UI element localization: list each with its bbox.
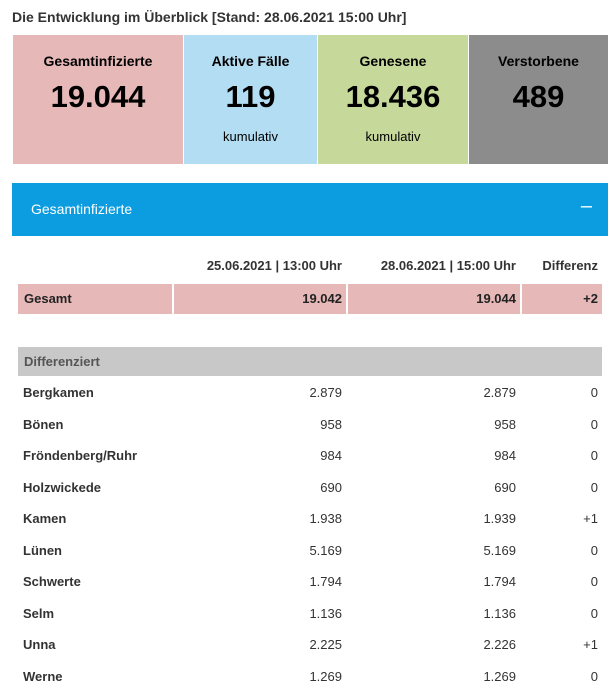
value-date-2: 1.794 xyxy=(483,574,516,589)
city-name: Unna xyxy=(23,637,56,652)
value-date-2: 2.879 xyxy=(483,385,516,400)
city-name: Schwerte xyxy=(23,574,81,589)
table-row: Lünen 5.169 5.169 0 xyxy=(18,540,602,562)
value-date-2: 5.169 xyxy=(483,543,516,558)
difference-value: 0 xyxy=(590,448,598,463)
tile-label: Aktive Fälle xyxy=(211,53,290,69)
value-date-1: 5.169 xyxy=(309,543,342,558)
value-date-1: 1.269 xyxy=(309,669,342,684)
difference-value: +1 xyxy=(583,511,598,526)
city-name: Lünen xyxy=(23,543,62,558)
accordion-label: Gesamtinfizierte xyxy=(31,201,133,217)
stats-tiles: Gesamtinfizierte 19.044 Aktive Fälle 119… xyxy=(13,35,608,164)
value-date-1: 2.879 xyxy=(309,385,342,400)
total-value-2: 19.044 xyxy=(348,284,520,314)
tile-active-cases: Aktive Fälle 119 kumulativ xyxy=(184,35,317,164)
table-row: Holzwickede 690 690 0 xyxy=(18,477,602,499)
value-date-1: 1.794 xyxy=(309,574,342,589)
value-date-2: 1.269 xyxy=(483,669,516,684)
tile-value: 19.044 xyxy=(50,79,146,114)
city-name: Selm xyxy=(23,606,55,621)
city-name: Kamen xyxy=(23,511,67,526)
tile-label: Genesene xyxy=(359,53,427,69)
difference-value: 0 xyxy=(590,417,598,432)
table-row: Bönen 958 958 0 xyxy=(18,414,602,436)
value-date-2: 958 xyxy=(494,417,516,432)
value-date-2: 2.226 xyxy=(483,637,516,652)
city-name: Fröndenberg/Ruhr xyxy=(23,448,138,463)
tile-label: Gesamtinfizierte xyxy=(43,53,153,69)
value-date-1: 690 xyxy=(320,480,342,495)
difference-value: 0 xyxy=(590,606,598,621)
difference-value: 0 xyxy=(590,669,598,684)
value-date-1: 2.225 xyxy=(309,637,342,652)
difference-value: 0 xyxy=(590,543,598,558)
tile-label: Verstorbene xyxy=(498,53,579,69)
difference-value: 0 xyxy=(590,480,598,495)
difference-value: 0 xyxy=(590,385,598,400)
city-name: Werne xyxy=(23,669,63,684)
table-row: Selm 1.136 1.136 0 xyxy=(18,603,602,625)
total-value-1: 19.042 xyxy=(174,284,346,314)
table-row: Fröndenberg/Ruhr 984 984 0 xyxy=(18,445,602,467)
column-header-difference: Differenz xyxy=(542,258,598,273)
value-date-2: 1.136 xyxy=(483,606,516,621)
total-difference: +2 xyxy=(522,284,602,314)
column-header-date-2: 28.06.2021 | 15:00 Uhr xyxy=(380,258,516,273)
difference-value: 0 xyxy=(590,574,598,589)
value-date-2: 690 xyxy=(494,480,516,495)
city-name: Holzwickede xyxy=(23,480,102,495)
table-row: Unna 2.225 2.226 +1 xyxy=(18,634,602,656)
tile-total-infected: Gesamtinfizierte 19.044 xyxy=(13,35,183,164)
value-date-1: 1.136 xyxy=(309,606,342,621)
city-name: Bönen xyxy=(23,417,64,432)
tile-value: 18.436 xyxy=(345,79,441,114)
value-date-2: 984 xyxy=(494,448,516,463)
tile-sublabel: kumulativ xyxy=(365,129,421,144)
total-label: Gesamt xyxy=(18,284,172,314)
table-row: Werne 1.269 1.269 0 xyxy=(18,666,602,688)
column-header-date-1: 25.06.2021 | 13:00 Uhr xyxy=(206,258,342,273)
tile-recovered: Genesene 18.436 kumulativ xyxy=(318,35,468,164)
tile-sublabel: kumulativ xyxy=(223,129,278,144)
tile-deceased: Verstorbene 489 xyxy=(469,35,608,164)
city-name: Bergkamen xyxy=(23,385,94,400)
value-date-1: 958 xyxy=(320,417,342,432)
collapse-icon[interactable]: – xyxy=(580,195,592,217)
table-row: Schwerte 1.794 1.794 0 xyxy=(18,571,602,593)
tile-value: 489 xyxy=(512,79,565,114)
value-date-1: 1.938 xyxy=(309,511,342,526)
value-date-1: 984 xyxy=(320,448,342,463)
section-header-differentiated: Differenziert xyxy=(18,347,602,376)
value-date-2: 1.939 xyxy=(483,511,516,526)
tile-value: 119 xyxy=(225,79,276,114)
accordion-header-total-infected[interactable]: Gesamtinfizierte – xyxy=(12,183,608,236)
total-row: Gesamt 19.042 19.044 +2 xyxy=(18,284,602,314)
difference-value: +1 xyxy=(583,637,598,652)
page-headline: Die Entwicklung im Überblick [Stand: 28.… xyxy=(12,9,407,25)
table-row: Kamen 1.938 1.939 +1 xyxy=(18,508,602,530)
table-row: Bergkamen 2.879 2.879 0 xyxy=(18,382,602,404)
